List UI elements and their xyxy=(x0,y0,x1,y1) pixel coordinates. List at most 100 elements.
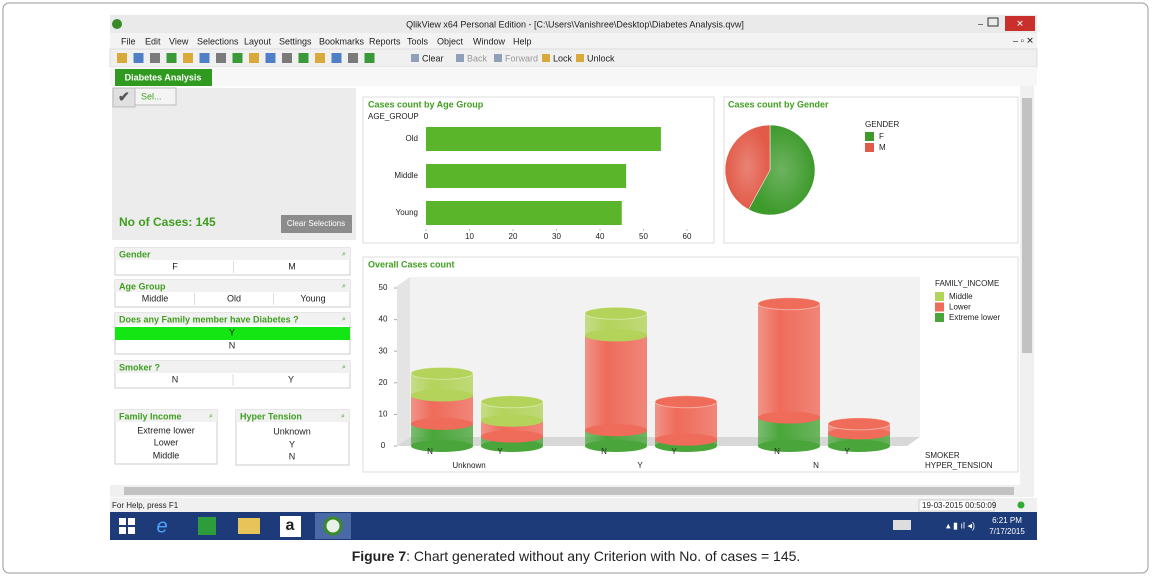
toolbar-icon[interactable] xyxy=(166,53,177,63)
bar-segment-base xyxy=(481,414,543,427)
caption-label: Figure 7 xyxy=(352,548,407,564)
toolbar-button-icon[interactable] xyxy=(576,54,584,62)
toolbar-icon[interactable] xyxy=(232,53,243,63)
tab-label[interactable]: Diabetes Analysis xyxy=(125,72,202,82)
listbox-item[interactable]: Extreme lower xyxy=(137,425,195,435)
menu-item[interactable]: Object xyxy=(437,36,464,46)
listbox-item-selected[interactable] xyxy=(115,327,350,340)
listbox-pin: ⌕ xyxy=(342,316,346,323)
toolbar-icon[interactable] xyxy=(298,53,309,63)
toolbar-icon[interactable] xyxy=(199,53,210,63)
mdi-controls[interactable]: ‒ ▫ ✕ xyxy=(1013,35,1034,45)
toolbar-icon[interactable] xyxy=(265,53,276,63)
clear-button[interactable] xyxy=(281,215,352,233)
menu-item[interactable]: View xyxy=(169,36,189,46)
listbox-caption xyxy=(115,313,350,325)
listbox-item[interactable]: Y xyxy=(229,327,235,337)
toolbar-icon[interactable] xyxy=(282,53,292,63)
toolbar-button[interactable]: Clear xyxy=(422,53,444,63)
bar-top xyxy=(584,306,648,320)
maximize-button[interactable] xyxy=(987,17,999,27)
toolbar-button-icon[interactable] xyxy=(411,54,419,62)
listbox-item[interactable]: M xyxy=(288,261,296,271)
clock-date[interactable]: 7/17/2015 xyxy=(989,527,1025,536)
toolbar-icon[interactable] xyxy=(315,53,325,63)
y-tick-label: 10 xyxy=(379,410,388,419)
listbox-item[interactable]: Middle xyxy=(142,293,169,303)
current-selections[interactable] xyxy=(134,87,177,106)
bar-top xyxy=(480,395,544,409)
bar-segment-base xyxy=(481,440,543,452)
menu-item[interactable]: Tools xyxy=(407,36,429,46)
bar-segment-base xyxy=(411,389,473,402)
toolbar-icon[interactable] xyxy=(364,53,375,63)
toolbar-button-icon[interactable] xyxy=(456,54,464,62)
menu-item[interactable]: Selections xyxy=(197,36,239,46)
toolbar-button[interactable]: Unlock xyxy=(587,53,615,63)
toolbar-button-icon[interactable] xyxy=(542,54,550,62)
bar xyxy=(426,164,627,188)
toolbar-button[interactable]: Back xyxy=(467,53,488,63)
bar-segment-base xyxy=(585,424,647,437)
toolbar-icon[interactable] xyxy=(216,53,226,63)
listbox-item[interactable]: F xyxy=(172,261,178,271)
legend-label: M xyxy=(879,143,886,152)
menu-item[interactable]: Help xyxy=(513,36,532,46)
vertical-thumb[interactable] xyxy=(1022,98,1032,353)
listbox-item[interactable]: Lower xyxy=(154,437,179,447)
listbox-item[interactable]: N xyxy=(289,451,296,461)
clear-button-label[interactable]: Clear Selections xyxy=(287,219,345,228)
listbox-title: Gender xyxy=(119,249,151,259)
listbox-item[interactable]: N xyxy=(172,374,179,384)
toolbar-icon[interactable] xyxy=(331,53,342,63)
listbox-item[interactable]: Y xyxy=(288,374,294,384)
menu-item[interactable]: Bookmarks xyxy=(319,36,365,46)
horizontal-thumb[interactable] xyxy=(124,487,1014,495)
toolbar-button[interactable]: Lock xyxy=(553,53,573,63)
amazon-letter: a xyxy=(286,517,295,534)
tray-icons[interactable]: ▴ ▮ ıl ◂) xyxy=(946,520,975,530)
listbox-item[interactable]: Old xyxy=(227,293,241,303)
toolbar-icon[interactable] xyxy=(117,53,127,63)
explorer-icon[interactable] xyxy=(238,518,260,534)
start-button[interactable] xyxy=(119,518,135,534)
ie-icon[interactable]: e xyxy=(156,515,167,537)
bar-top xyxy=(654,395,718,409)
menu-item[interactable]: Edit xyxy=(145,36,161,46)
taskbar xyxy=(110,512,1037,540)
menu-item[interactable]: File xyxy=(121,36,136,46)
toolbar-button[interactable]: Forward xyxy=(505,53,538,63)
menu-item[interactable]: Reports xyxy=(369,36,401,46)
current-selections-label[interactable]: Sel... xyxy=(141,91,162,101)
y-tick-label: Old xyxy=(406,134,418,143)
bar-segment xyxy=(655,401,717,440)
amazon-icon[interactable] xyxy=(280,516,301,537)
keyboard-icon[interactable] xyxy=(893,520,911,530)
toolbar-icon[interactable] xyxy=(249,53,259,63)
y-tick-label: 20 xyxy=(379,378,388,387)
toolbar-icon[interactable] xyxy=(133,53,144,63)
menu-item[interactable]: Window xyxy=(473,36,506,46)
minimize-button[interactable]: – xyxy=(978,18,983,28)
toolbar-button-icon[interactable] xyxy=(494,54,502,62)
listbox-item[interactable]: Middle xyxy=(153,450,180,460)
clock-time[interactable]: 6:21 PM xyxy=(992,516,1022,525)
close-button[interactable] xyxy=(1005,16,1035,31)
store-icon[interactable] xyxy=(198,517,216,535)
y-tick-label: 30 xyxy=(379,346,388,355)
menu-item[interactable]: Settings xyxy=(279,36,312,46)
status-help: For Help, press F1 xyxy=(112,501,179,510)
listbox-item[interactable]: Young xyxy=(300,293,325,303)
toolbar-icon[interactable] xyxy=(150,53,160,63)
toolbar-icon[interactable] xyxy=(183,53,193,63)
x-tick-label: Y xyxy=(844,447,850,456)
x-tick-label: 20 xyxy=(509,232,518,241)
toolbar-icon[interactable] xyxy=(348,53,358,63)
listbox-item[interactable]: N xyxy=(229,340,236,350)
menu-item[interactable]: Layout xyxy=(244,36,272,46)
bar xyxy=(426,201,622,225)
listbox-item[interactable]: Y xyxy=(289,439,295,449)
x-tick-label: 40 xyxy=(596,232,605,241)
tab[interactable] xyxy=(115,69,212,86)
listbox-item[interactable]: Unknown xyxy=(273,426,311,436)
